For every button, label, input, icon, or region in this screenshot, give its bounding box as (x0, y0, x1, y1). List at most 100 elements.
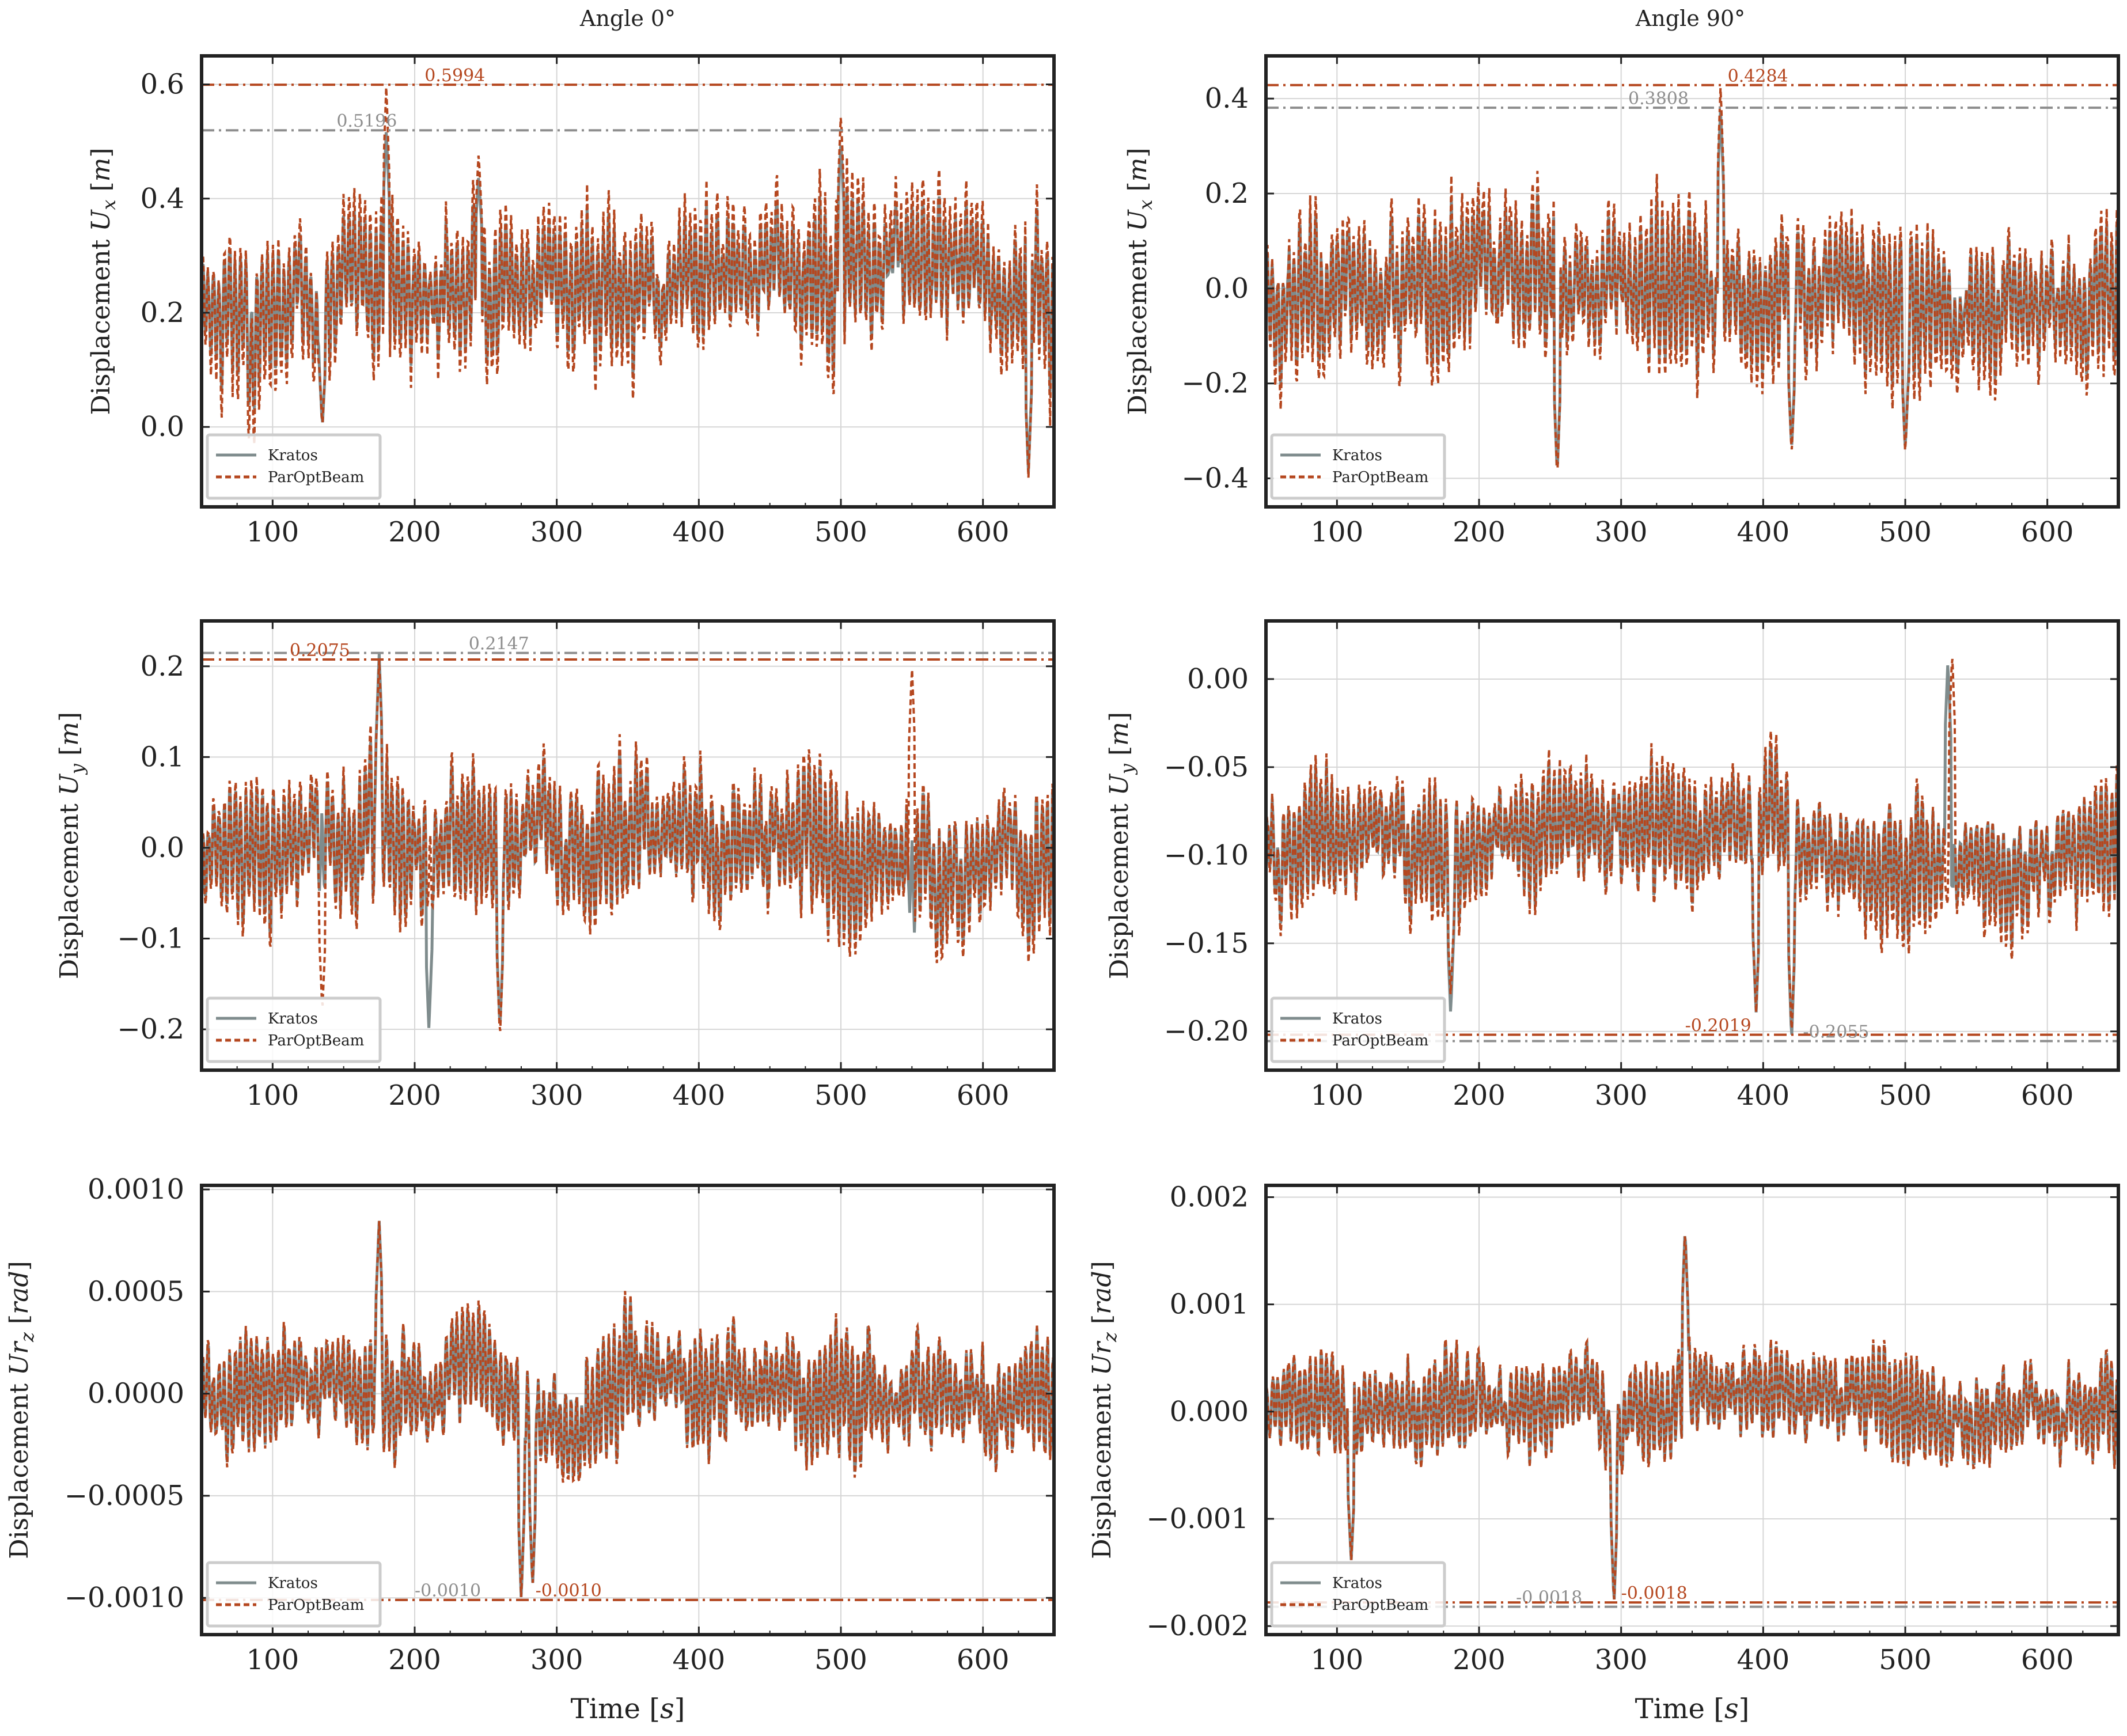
chart-panel: -0.0010 -0.0010 100 200 300 400 500 600 −0.0010 −… (5, 1173, 1056, 1725)
y-label-unit: rad (1087, 1271, 1117, 1314)
x-tick-label: 100 (1311, 516, 1364, 548)
legend-label: ParOptBeam (268, 1032, 364, 1049)
series-line-paroptbeam (202, 87, 1054, 478)
x-tick-label: 400 (673, 1644, 726, 1676)
y-label-unit: m (1123, 158, 1152, 182)
x-tick-label: 400 (1737, 516, 1790, 548)
y-axis-label: Displacement Uy [m] (1105, 712, 1138, 979)
x-tick-label: 200 (388, 1644, 441, 1676)
y-tick-label: −0.001 (1146, 1503, 1249, 1535)
extreme-label: -0.0010 (415, 1581, 481, 1601)
y-tick-label: 0.1 (141, 741, 184, 773)
y-label-subscript: y (66, 763, 88, 775)
legend-label: Kratos (268, 1010, 318, 1028)
series-group (1266, 658, 2118, 1035)
column-title-right: Angle 90° (1635, 6, 1745, 31)
legend: Kratos ParOptBeam (1270, 996, 1446, 1063)
legend-label: Kratos (268, 447, 318, 464)
x-label-unit: s (660, 1693, 674, 1725)
series-line-paroptbeam (1266, 1236, 2118, 1599)
y-axis-label: Displacement Ux [m] (86, 147, 120, 415)
y-tick-label: −0.20 (1164, 1015, 1249, 1048)
y-label-bracket: ] (1123, 147, 1152, 157)
series-group (202, 654, 1054, 1032)
y-label-bracket: ] (55, 712, 84, 722)
y-label-unit: rad (5, 1271, 34, 1314)
extreme-label: 0.2075 (290, 640, 350, 661)
x-tick-label: 300 (530, 1079, 583, 1112)
y-tick-label: −0.0005 (65, 1480, 184, 1512)
y-label-bracket: [ (1105, 746, 1134, 764)
extreme-label: -0.0010 (536, 1581, 602, 1601)
x-tick-label: 200 (1453, 516, 1506, 548)
legend-label: ParOptBeam (1332, 1032, 1428, 1049)
x-tick-label: 600 (2021, 1079, 2074, 1112)
x-tick-label: 300 (1595, 1079, 1648, 1112)
legend-box (1270, 1561, 1446, 1628)
x-tick-label: 300 (1595, 1644, 1648, 1676)
x-tick-label: 100 (1311, 1644, 1364, 1676)
y-label-bracket: [ (1087, 1314, 1117, 1332)
y-tick-label: 0.0 (1205, 272, 1249, 305)
y-label-bracket: [ (5, 1314, 34, 1332)
y-tick-label: −0.15 (1164, 927, 1249, 960)
y-tick-label: 0.2 (141, 650, 184, 683)
x-label-text: Time [ (571, 1693, 660, 1725)
x-tick-label: 400 (1737, 1079, 1790, 1112)
extreme-label: -0.0018 (1516, 1588, 1582, 1608)
x-tick-label: 500 (814, 516, 867, 548)
y-tick-label: 0.000 (1170, 1396, 1249, 1428)
x-tick-label: 100 (247, 1079, 299, 1112)
y-label-symbol: U (1105, 773, 1134, 795)
series-group (202, 87, 1054, 478)
y-tick-label: −0.1 (117, 923, 184, 955)
y-label-symbol: U (86, 209, 116, 232)
y-tick-label: 0.2 (1205, 177, 1249, 210)
y-label-unit: m (1105, 722, 1134, 746)
legend-label: Kratos (1332, 447, 1382, 464)
y-label-symbol: Ur (5, 1340, 34, 1375)
legend: Kratos ParOptBeam (1270, 433, 1446, 500)
y-label-bracket: [ (86, 181, 116, 199)
y-tick-label: 0.0010 (88, 1173, 184, 1206)
chart-panel: 0.5994 0.5196 100 200 300 400 500 600 0.0 0.2 0.4 0… (86, 54, 1056, 548)
y-tick-label: 0.0005 (88, 1275, 184, 1307)
x-tick-label: 600 (957, 1079, 1010, 1112)
extreme-label: 0.5994 (424, 66, 485, 86)
y-tick-label: −0.10 (1164, 839, 1249, 871)
legend-label: Kratos (1332, 1575, 1382, 1592)
y-label-text: Displacement (1087, 1375, 1117, 1559)
y-label-bracket: [ (1123, 181, 1152, 199)
y-tick-label: 0.0 (141, 411, 184, 443)
x-tick-label: 400 (673, 1079, 726, 1112)
y-label-symbol: U (55, 773, 84, 795)
legend: Kratos ParOptBeam (206, 1561, 382, 1628)
y-tick-label: 0.4 (1205, 82, 1249, 115)
x-tick-label: 600 (2021, 1644, 2074, 1676)
x-axis-label: Time [s] (571, 1693, 685, 1725)
legend-box (206, 433, 382, 500)
y-tick-label: −0.002 (1146, 1610, 1249, 1642)
legend: Kratos ParOptBeam (206, 433, 382, 500)
legend-label: ParOptBeam (1332, 469, 1428, 486)
y-label-bracket: ] (86, 147, 116, 157)
y-label-unit: m (55, 722, 84, 746)
y-tick-label: −0.4 (1181, 463, 1249, 495)
series-line-paroptbeam (1266, 88, 2118, 470)
chart-panel: -0.0018 -0.0018 100 200 300 400 500 600 −0.002 −0… (1087, 1181, 2120, 1725)
y-label-bracket: ] (5, 1261, 34, 1271)
extreme-label: 0.5196 (336, 111, 397, 131)
y-label-text: Displacement (1123, 232, 1152, 415)
y-label-text: Displacement (86, 232, 116, 415)
x-tick-label: 600 (2021, 516, 2074, 548)
y-axis-label: Displacement Uy [m] (55, 712, 88, 979)
x-tick-label: 600 (957, 516, 1010, 548)
x-axis-label: Time [s] (1635, 1693, 1750, 1725)
x-tick-label: 200 (1453, 1644, 1506, 1676)
y-tick-label: −0.2 (117, 1013, 184, 1045)
y-tick-label: 0.6 (141, 69, 184, 101)
y-tick-label: 0.2 (141, 297, 184, 329)
y-tick-label: −0.0010 (65, 1582, 184, 1614)
x-tick-label: 200 (388, 1079, 441, 1112)
